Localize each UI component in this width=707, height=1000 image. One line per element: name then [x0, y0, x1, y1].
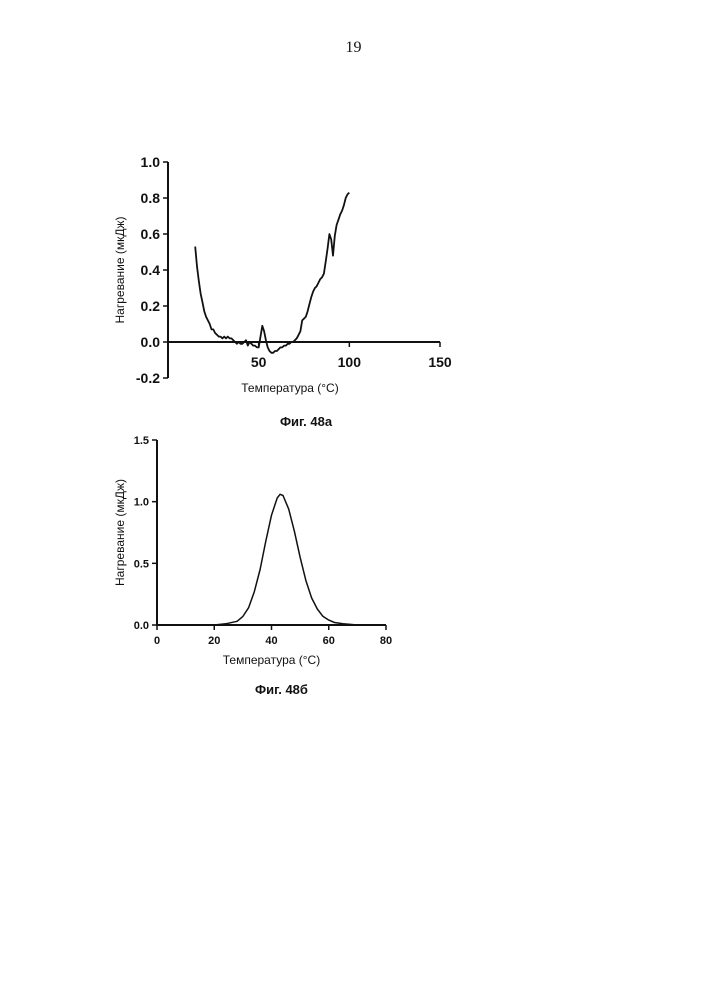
y-tick-label: 0.6: [141, 226, 161, 242]
y-tick-label: 0.5: [134, 558, 149, 570]
x-tick-label: 0: [154, 635, 160, 647]
x-tick-label: 50: [251, 354, 267, 370]
y-tick-label: 0.4: [141, 262, 161, 278]
y-tick-label: 1.0: [134, 497, 149, 509]
y-axis-title: Нагревание (мкДж): [113, 217, 127, 324]
y-tick-label: 1.0: [141, 154, 161, 170]
y-tick-label: 0.2: [141, 298, 161, 314]
chart-1: -0.2 0.0 0.2 0.4 0.6 0.8 1.0 50 100 150 Температур…: [113, 154, 452, 429]
series-line: [195, 193, 349, 353]
chart-2: 0.0 0.5 1.0 1.5 0 20 40 60 80 Температура (°C) Наг…: [113, 435, 392, 697]
y-tick-label: 0.8: [141, 190, 161, 206]
y-tick-label: 0.0: [134, 620, 149, 632]
x-tick-label: 60: [323, 635, 335, 647]
y-axis-title: Нагревание (мкДж): [113, 479, 127, 586]
figure-caption: Фиг. 48б: [255, 682, 308, 697]
x-tick-label: 80: [380, 635, 392, 647]
x-tick-label: 150: [428, 354, 452, 370]
y-tick-label: -0.2: [136, 370, 160, 386]
x-axis-title: Температура (°C): [241, 381, 338, 395]
series-line: [186, 494, 372, 625]
x-axis-title: Температура (°C): [223, 653, 320, 667]
y-tick-label: 1.5: [134, 435, 149, 447]
figure-caption: Фиг. 48а: [280, 414, 333, 429]
y-tick-label: 0.0: [141, 334, 161, 350]
x-tick-label: 20: [208, 635, 220, 647]
x-tick-label: 100: [338, 354, 362, 370]
x-tick-label: 40: [265, 635, 277, 647]
